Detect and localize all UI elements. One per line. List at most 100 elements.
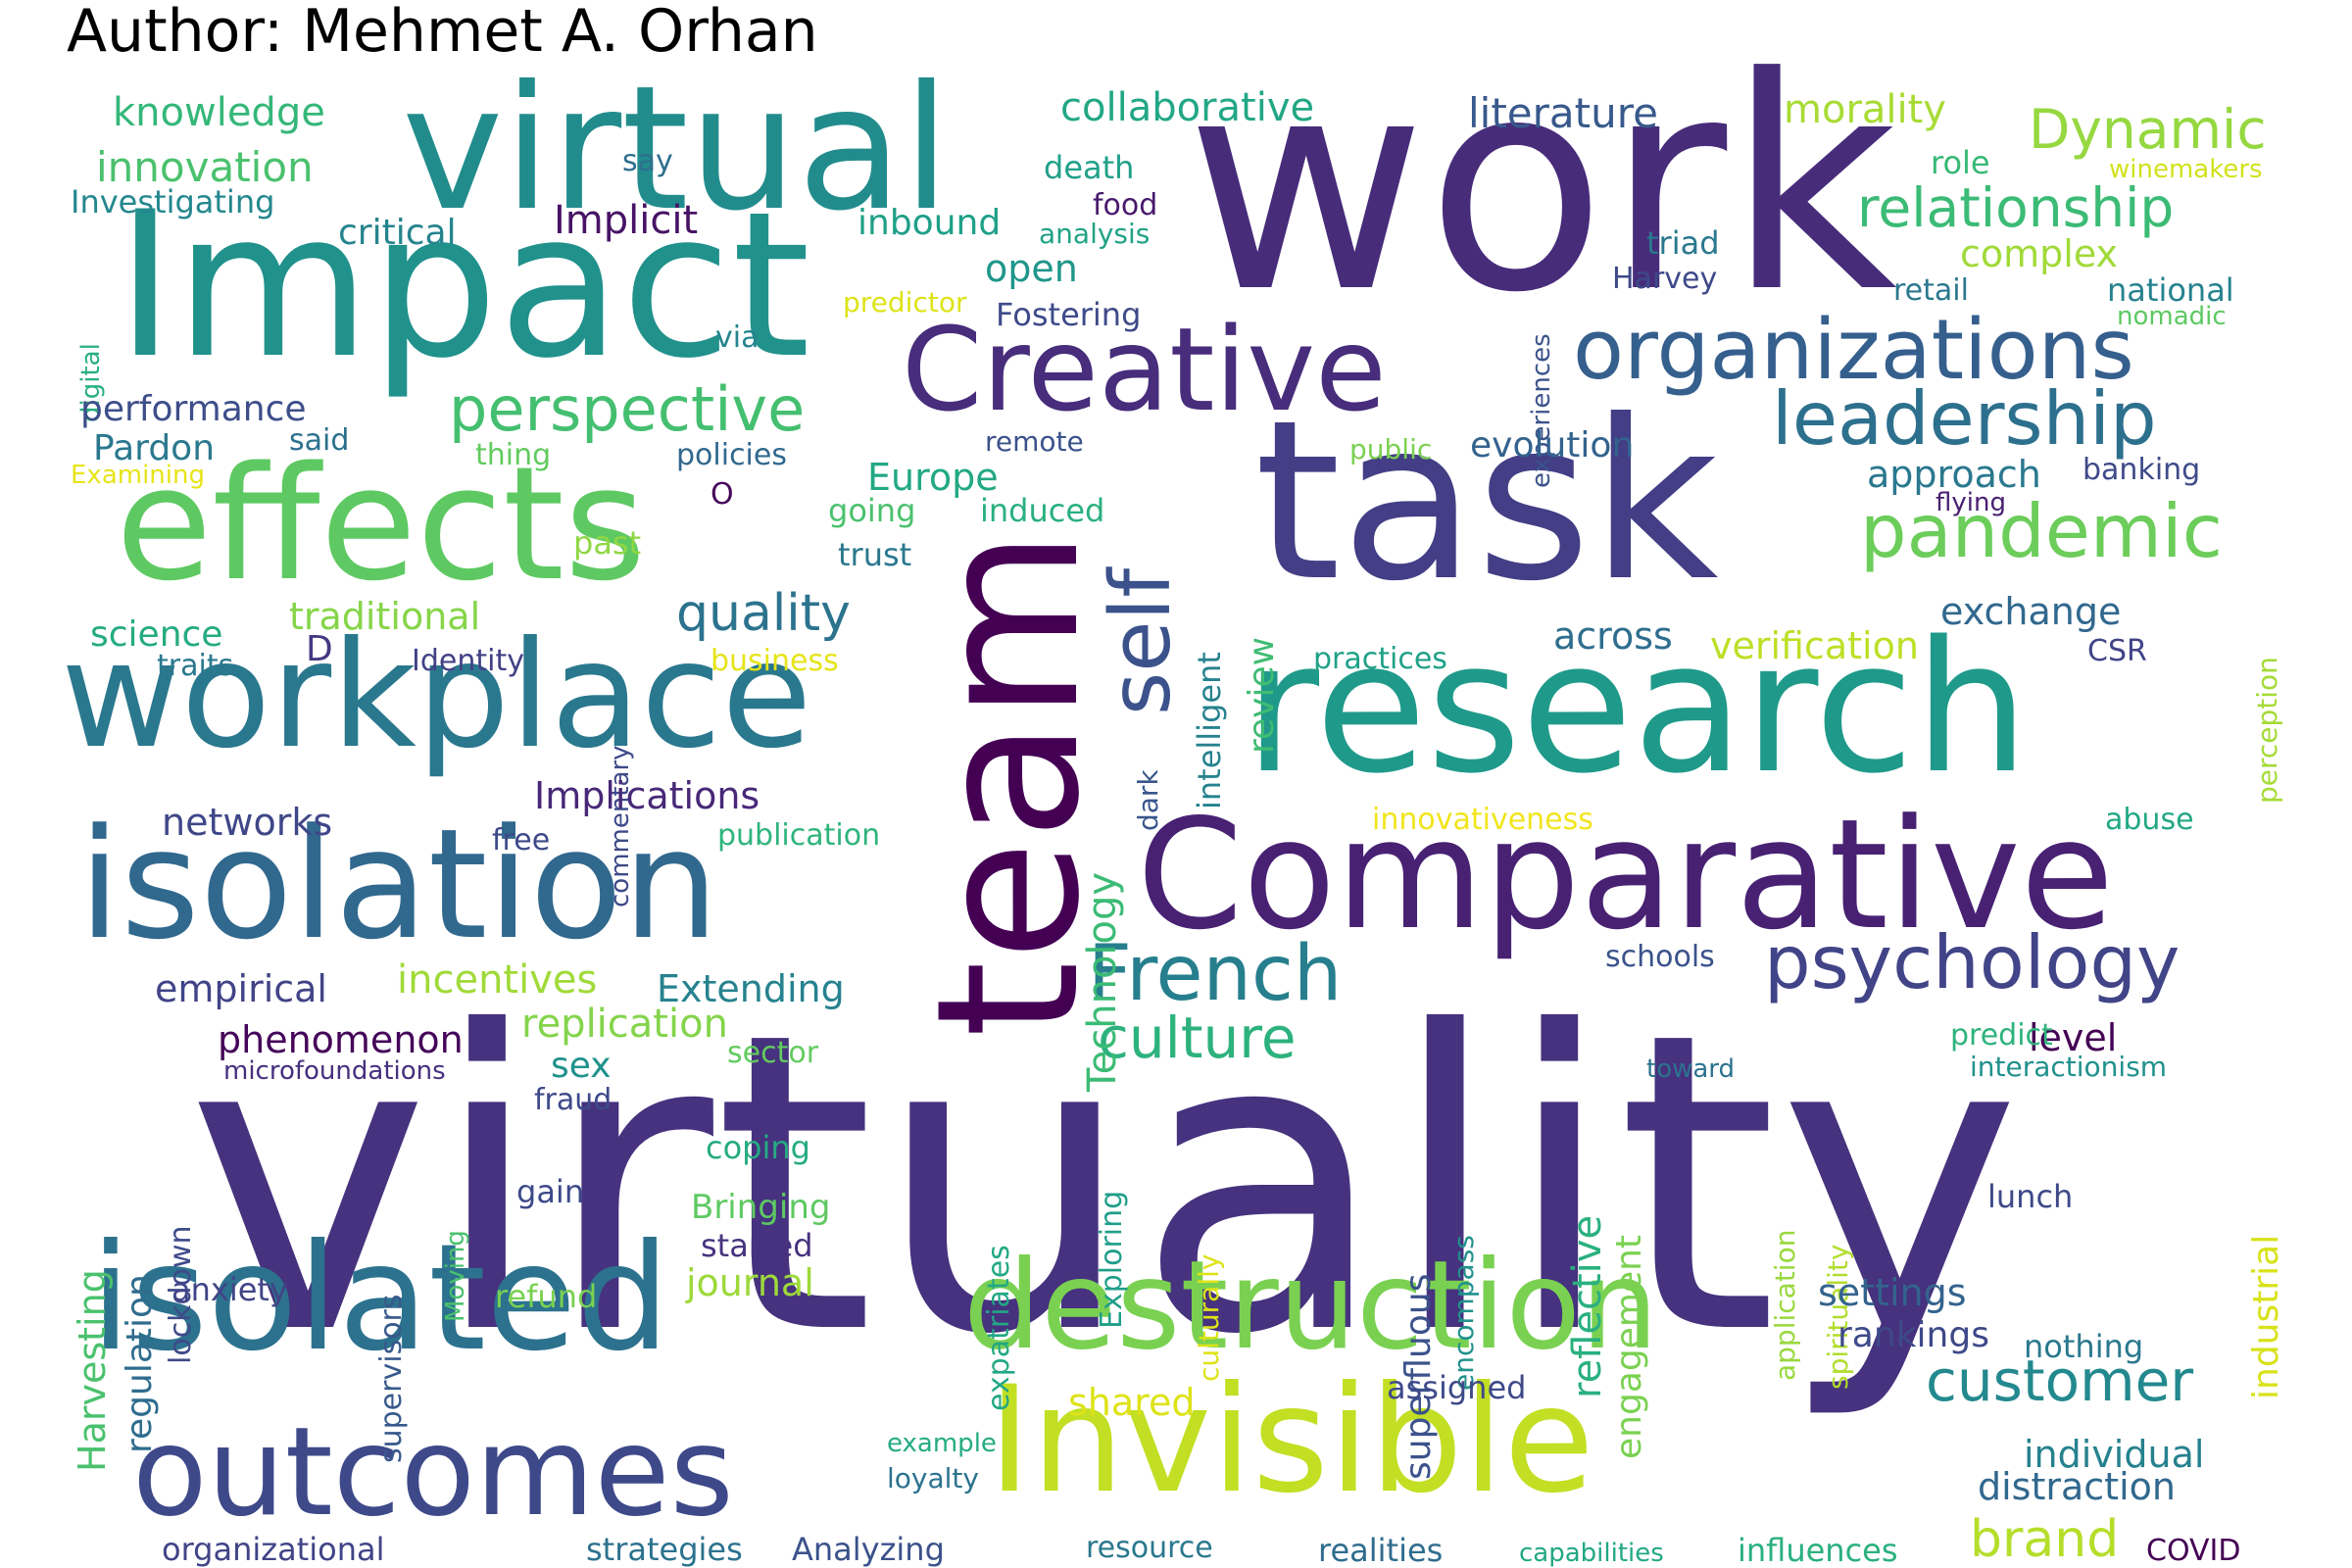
cloud-word: Identity bbox=[412, 644, 524, 678]
cloud-word: phenomenon bbox=[218, 1018, 464, 1061]
cloud-word: abuse bbox=[2105, 803, 2194, 837]
cloud-word: sex bbox=[551, 1046, 612, 1086]
cloud-word: empirical bbox=[155, 967, 327, 1010]
cloud-word: Dynamic bbox=[2029, 98, 2267, 161]
cloud-word: work bbox=[1186, 15, 1897, 357]
cloud-word: inbound bbox=[858, 203, 1002, 243]
cloud-word: realities bbox=[1318, 1532, 1444, 1568]
cloud-word: D bbox=[306, 629, 333, 669]
cloud-word: morality bbox=[1784, 87, 1946, 132]
cloud-word: resource bbox=[1086, 1531, 1213, 1565]
cloud-word: performance bbox=[80, 389, 307, 429]
cloud-word: refund bbox=[495, 1278, 598, 1315]
cloud-word: innovativeness bbox=[1372, 803, 1593, 837]
cloud-word: induced bbox=[980, 492, 1105, 529]
cloud-word: Harvey bbox=[1612, 262, 1718, 296]
cloud-word: incentives bbox=[397, 957, 598, 1003]
cloud-word: interactionism bbox=[1970, 1051, 2168, 1083]
cloud-word: policies bbox=[676, 438, 787, 472]
cloud-word: destruction bbox=[963, 1235, 1659, 1377]
cloud-word: via bbox=[715, 320, 760, 355]
cloud-word: innovation bbox=[96, 143, 314, 191]
cloud-word: publication bbox=[717, 818, 881, 853]
cloud-word: fraud bbox=[534, 1083, 612, 1117]
cloud-word: death bbox=[1044, 149, 1135, 186]
cloud-word: leadership bbox=[1772, 375, 2157, 462]
cloud-word: coping bbox=[706, 1129, 810, 1166]
cloud-word: winemakers bbox=[2109, 155, 2263, 184]
cloud-word: evolution bbox=[1470, 425, 1635, 466]
cloud-word: influences bbox=[1738, 1532, 1898, 1568]
cloud-word: self bbox=[1093, 567, 1190, 715]
cloud-word: nothing bbox=[2024, 1328, 2144, 1365]
cloud-word: dark bbox=[1132, 769, 1164, 831]
cloud-word: sector bbox=[727, 1036, 819, 1070]
cloud-word: flying bbox=[1936, 488, 2006, 517]
cloud-word: intelligent bbox=[1191, 652, 1228, 809]
cloud-word: Comparative bbox=[1137, 786, 2115, 963]
cloud-word: free bbox=[492, 823, 551, 858]
cloud-word: lunch bbox=[1987, 1178, 2074, 1215]
cloud-word: isolated bbox=[90, 1213, 670, 1384]
cloud-word: COVID bbox=[2146, 1534, 2241, 1568]
cloud-word: Invisible bbox=[988, 1355, 1594, 1526]
cloud-word: traits bbox=[157, 649, 234, 683]
cloud-word: across bbox=[1553, 614, 1673, 658]
cloud-word: retail bbox=[1893, 273, 1969, 308]
cloud-word: research bbox=[1245, 602, 2030, 813]
cloud-word: gain bbox=[516, 1173, 585, 1210]
cloud-word: national bbox=[2107, 271, 2234, 309]
cloud-word: commentary bbox=[606, 745, 635, 907]
cloud-word: collaborative bbox=[1060, 85, 1315, 130]
cloud-word: quality bbox=[676, 584, 851, 643]
cloud-word: psychology bbox=[1764, 919, 2180, 1005]
cloud-word: virtual bbox=[402, 50, 951, 249]
cloud-word: remote bbox=[985, 425, 1084, 458]
cloud-word: application bbox=[1769, 1229, 1801, 1381]
cloud-word: predictor bbox=[843, 286, 967, 318]
cloud-word: CSR bbox=[2087, 634, 2147, 668]
cloud-word: shared bbox=[1068, 1381, 1196, 1424]
cloud-word: replication bbox=[521, 1002, 728, 1047]
cloud-word: supervisors bbox=[374, 1294, 409, 1463]
cloud-word: toward bbox=[1646, 1054, 1736, 1084]
cloud-word: say bbox=[622, 144, 673, 178]
cloud-word: level bbox=[2029, 1016, 2118, 1059]
cloud-word: critical bbox=[338, 213, 457, 253]
cloud-word: example bbox=[887, 1429, 997, 1458]
cloud-word: trust bbox=[838, 536, 912, 573]
cloud-word: Implications bbox=[534, 774, 760, 817]
cloud-word: public bbox=[1349, 433, 1433, 466]
cloud-word: Bringing bbox=[691, 1188, 831, 1227]
cloud-word: brand bbox=[1970, 1510, 2120, 1568]
cloud-word: effects bbox=[116, 432, 647, 615]
cloud-word: banking bbox=[2082, 453, 2201, 487]
cloud-word: engagement bbox=[1609, 1234, 1649, 1459]
cloud-word: literature bbox=[1468, 89, 1658, 137]
cloud-word: said bbox=[289, 423, 350, 458]
cloud-word: isolation bbox=[78, 796, 719, 973]
cloud-word: Creative bbox=[902, 302, 1387, 437]
cloud-word: pandemic bbox=[1860, 488, 2223, 574]
cloud-word: French bbox=[1088, 930, 1343, 1018]
cloud-word: nomadic bbox=[2117, 302, 2227, 331]
cloud-word: business bbox=[710, 644, 839, 678]
cloud-word: individual bbox=[2024, 1433, 2205, 1476]
cloud-word: practices bbox=[1313, 642, 1447, 676]
cloud-word: Impact bbox=[116, 170, 810, 403]
cloud-word: networks bbox=[162, 801, 333, 844]
cloud-word: triad bbox=[1646, 224, 1720, 262]
cloud-word: Technology bbox=[1080, 871, 1125, 1092]
cloud-word: Fostering bbox=[996, 296, 1142, 333]
cloud-word: task bbox=[1254, 373, 1719, 630]
cloud-word: complex bbox=[1960, 232, 2119, 275]
cloud-word: workplace bbox=[61, 611, 812, 781]
cloud-word: traditional bbox=[289, 595, 481, 638]
cloud-word: anxiety bbox=[172, 1271, 288, 1308]
cloud-word: schools bbox=[1605, 940, 1715, 974]
cloud-word: strategies bbox=[586, 1531, 743, 1568]
cloud-word: team bbox=[895, 529, 1123, 1038]
cloud-word: Exploring bbox=[1095, 1190, 1129, 1329]
cloud-word: thing bbox=[475, 438, 552, 472]
